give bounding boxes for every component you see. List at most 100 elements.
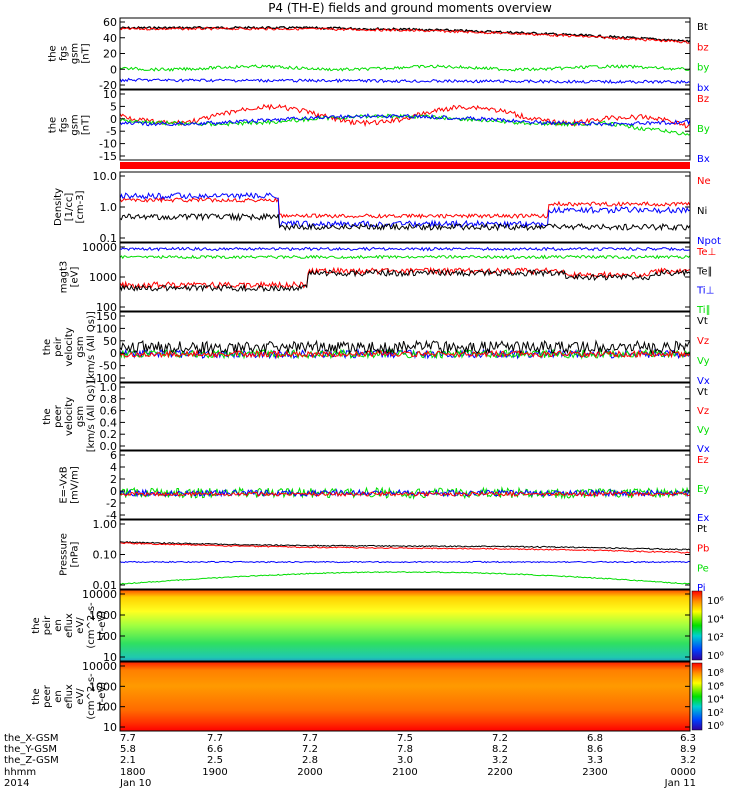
y-tick-label: 0: [110, 63, 117, 76]
y-axis-label: [mV/m]: [70, 466, 81, 504]
y-axis-label: fgs: [59, 117, 70, 132]
colorbar-tick-label: 10⁶: [707, 681, 724, 692]
line-te-perp: [119, 266, 691, 290]
legend-entry-Pb: Pb: [697, 544, 709, 555]
panel-fgs-b: 60 40 20 0 -20 the fgs gsm [nT] Bt bz by bx: [48, 16, 710, 94]
y-axis-label: the: [48, 45, 59, 61]
y-tick-label: 0.2: [100, 428, 118, 441]
y-tick-label: 1000: [89, 680, 117, 693]
y-tick-label: 6: [110, 449, 117, 462]
y-axis-label: gsm: [75, 406, 86, 427]
panel-frame: [119, 171, 691, 243]
y-axis-label: velocity: [64, 397, 75, 436]
x-axis-labels: the_X-GSMthe_Y-GSMthe_Z-GSMhhmm20147.75.…: [4, 733, 696, 789]
y-tick-label: 0.4: [100, 416, 118, 429]
x-axis-value: 2.1: [120, 755, 136, 766]
panel-peer-eflux: 10000 1000 100 10 the peer en eflux eV/(cm^2-s-s…: [31, 660, 724, 734]
y-tick-label: 10000: [82, 241, 117, 254]
panel-temperature: 10000 1000 100 magt3 [eV] Te⊥ Te∥ Ti⊥ Ti∥: [59, 241, 717, 316]
y-axis-label: Density: [53, 188, 64, 226]
y-tick-label: 1.00: [93, 518, 118, 531]
line-pe: [119, 560, 691, 564]
y-tick-label: 10000: [82, 660, 117, 673]
line-bt: [119, 25, 691, 43]
line-bz: [119, 26, 690, 44]
y-tick-label: 1.0: [100, 201, 118, 214]
line-vy: [119, 348, 691, 360]
legend-entry-Ni: Ni: [697, 206, 707, 217]
y-axis-label: eflux: [64, 613, 75, 638]
colorbar-tick-label: 10⁸: [707, 668, 724, 679]
colorbar-tick-label: 10⁴: [707, 695, 724, 706]
panel-peer-velocity: 1.00.80.60.40.20.0 the peer velocity gsm [km/…: [42, 381, 710, 455]
panel-frame: [119, 382, 691, 451]
line-ne: [119, 197, 691, 220]
y-tick-label: 100: [96, 630, 117, 643]
legend-entry-Pt: Pt: [697, 524, 707, 535]
x-axis-value: 2.5: [207, 755, 223, 766]
y-tick-label: 0.1: [100, 232, 118, 245]
colorbar-tick-label: 10²: [707, 708, 724, 719]
x-axis-value: Jan 11: [664, 778, 696, 789]
x-axis-value: 7.5: [397, 733, 413, 744]
y-tick-label: 10.0: [93, 170, 118, 183]
x-axis-value: 1800: [120, 767, 145, 778]
colorbar-tick-label: 10²: [707, 633, 724, 644]
legend-entry-Vx: Vx: [697, 444, 710, 455]
y-axis-label: gsm: [70, 114, 81, 135]
x-row-label: the_Y-GSM: [4, 744, 57, 755]
x-axis-value: 2100: [392, 767, 417, 778]
y-tick-label: -5: [106, 125, 117, 138]
y-tick-label: 0.0: [100, 440, 118, 453]
y-axis-label: velocity: [64, 327, 75, 366]
x-axis-value: 1900: [202, 767, 227, 778]
x-axis-value: 2.8: [302, 755, 318, 766]
y-tick-label: 20: [103, 48, 117, 61]
panel-frame: [119, 589, 691, 662]
x-axis-value: 3.2: [492, 755, 508, 766]
spectrogram-peir: [120, 590, 690, 661]
y-axis-label: magt3: [59, 261, 70, 294]
line-bz2: [119, 103, 691, 129]
line-ey: [119, 486, 691, 500]
legend-entry-Bz: Bz: [697, 94, 709, 105]
y-axis-label: gsm: [75, 336, 86, 357]
y-axis-label: peer: [53, 404, 64, 428]
x-axis-value: 7.7: [120, 733, 136, 744]
legend-entry-bz: bz: [697, 42, 709, 53]
y-tick-label: 5: [110, 100, 117, 113]
y-tick-label: -2: [106, 497, 117, 510]
line-ni: [119, 212, 691, 232]
y-axis-label: gsm: [70, 43, 81, 64]
colorbar-tick-label: 10⁶: [707, 596, 724, 607]
colorbar-tick-label: 10⁰: [707, 721, 724, 732]
y-tick-label: -4: [106, 509, 117, 522]
line-ti-perp: [119, 246, 691, 252]
y-tick-label: 100: [96, 701, 117, 714]
x-row-label: the_Z-GSM: [4, 755, 59, 766]
colorbar-tick-label: 10⁴: [707, 614, 724, 625]
legend-entry-Te∥: Te∥: [696, 266, 713, 277]
x-axis-value: 7.2: [492, 733, 508, 744]
y-tick-label: 0.6: [100, 405, 118, 418]
line-by: [119, 64, 691, 72]
panel-frame: [119, 661, 691, 732]
line-bx: [119, 77, 691, 85]
panel-pressure: 1.00 0.10 0.01 Pressure [nPa] Pt Pb Pe Pi: [59, 518, 710, 594]
y-tick-label: 1000: [89, 271, 117, 284]
y-tick-label: 40: [103, 32, 117, 45]
line-ti-par: [119, 254, 691, 260]
panel-frame: [119, 89, 691, 161]
legend-entry-Te⊥: Te⊥: [696, 247, 716, 258]
y-axis-label: [nPa]: [70, 541, 81, 567]
y-tick-label: 1.0: [100, 381, 118, 394]
y-tick-label: 10: [103, 721, 117, 734]
y-tick-label: 4: [110, 461, 117, 474]
legend-entry-Ez: Ez: [697, 455, 709, 466]
panel-frame: [119, 450, 691, 520]
y-axis-label: (cm^2-s-: [86, 602, 97, 649]
y-tick-label: 0: [110, 485, 117, 498]
line-vt: [119, 339, 691, 355]
